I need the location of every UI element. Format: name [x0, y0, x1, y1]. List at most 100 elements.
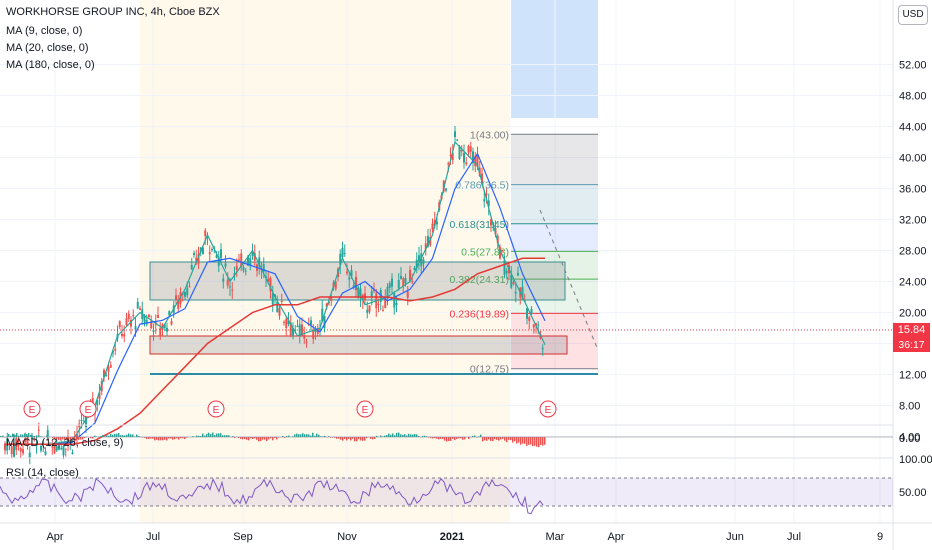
- macd-histogram-bar: [348, 437, 350, 439]
- macd-histogram-bar: [314, 435, 316, 437]
- price-axis[interactable]: 52.00 48.00 44.00 40.00 36.00 32.00 28.00 24.00…: [899, 60, 927, 444]
- candle-body: [204, 230, 207, 237]
- macd-histogram-bar: [342, 437, 344, 441]
- candle-body: [303, 334, 306, 339]
- candle-body: [80, 419, 83, 422]
- macd-histogram-bar: [16, 433, 18, 437]
- chart-title[interactable]: WORKHORSE GROUP INC, 4h, Cboe BZX: [6, 6, 220, 18]
- macd-histogram-bar: [298, 434, 300, 437]
- macd-histogram-bar: [500, 437, 502, 440]
- candle-body: [377, 303, 380, 306]
- legend-ma9[interactable]: MA (9, close, 0): [6, 25, 83, 37]
- fib-level-label: 1(43.00): [470, 129, 509, 141]
- candle-body: [334, 281, 337, 289]
- projection-dashed-line[interactable]: [539, 209, 599, 351]
- candle-body: [283, 321, 285, 323]
- earnings-marker-label: E: [545, 405, 552, 416]
- macd-histogram-bar: [258, 437, 260, 442]
- earnings-marker-icon[interactable]: [23, 400, 41, 418]
- candle-body: [44, 451, 47, 455]
- earnings-marker-icon[interactable]: [356, 400, 374, 418]
- earnings-marker-icon[interactable]: [207, 400, 225, 418]
- macd-histogram-bar: [412, 434, 414, 437]
- macd-histogram-bar: [484, 437, 486, 441]
- candle-body: [501, 249, 504, 251]
- macd-histogram-bar: [102, 435, 104, 437]
- macd-histogram-bar: [442, 437, 444, 440]
- candle-body: [238, 259, 240, 261]
- candle-body: [467, 145, 470, 153]
- macd-histogram-bar: [166, 437, 168, 441]
- candle-body: [330, 296, 333, 301]
- macd-histogram-bar: [222, 435, 224, 437]
- macd-histogram-bar: [78, 437, 80, 440]
- macd-histogram-bar: [228, 435, 230, 437]
- candle-body: [193, 252, 195, 255]
- currency-button[interactable]: USD: [898, 5, 928, 25]
- macd-histogram-bar: [456, 437, 458, 440]
- macd-label[interactable]: MACD (12, 26, close, 9): [6, 437, 124, 449]
- candle-body: [159, 327, 162, 337]
- candle-body: [433, 220, 436, 226]
- macd-histogram-bar: [286, 436, 288, 437]
- macd-histogram-bar: [242, 437, 244, 440]
- macd-histogram-bar: [202, 433, 204, 437]
- candle-body: [226, 279, 229, 286]
- candle-body: [510, 274, 513, 288]
- macd-histogram-bar: [450, 437, 452, 441]
- macd-histogram-bar: [36, 435, 38, 437]
- candle-body: [197, 254, 200, 264]
- macd-histogram-bar: [492, 437, 494, 442]
- macd-histogram-bar: [262, 437, 264, 440]
- earnings-marker-icon[interactable]: [79, 400, 97, 418]
- candle-body: [436, 221, 438, 225]
- candle-body: [321, 308, 324, 321]
- candle-body: [406, 291, 409, 298]
- time-axis[interactable]: Apr Jul Sep Nov 2021 Mar Apr Jun Jul 9: [46, 531, 883, 543]
- macd-histogram-bar: [112, 434, 114, 437]
- macd-histogram-bar: [460, 437, 462, 439]
- candle-body: [382, 310, 384, 312]
- macd-histogram-bar: [440, 437, 442, 439]
- rsi-label[interactable]: RSI (14, close): [6, 467, 79, 479]
- candle-body: [339, 253, 342, 265]
- macd-histogram-bar: [90, 437, 92, 439]
- candle-body: [148, 314, 150, 318]
- candle-body: [505, 270, 508, 274]
- candle-body: [217, 257, 220, 266]
- macd-histogram-bar: [216, 433, 218, 437]
- candle-body: [296, 326, 299, 328]
- candle-body: [341, 247, 344, 258]
- countdown-tag: 36:17: [893, 338, 930, 352]
- candle-body: [418, 255, 420, 262]
- macd-histogram-bar: [126, 434, 128, 437]
- legend-ma180[interactable]: MA (180, close, 0): [6, 59, 95, 71]
- candle-body: [42, 442, 45, 444]
- rsi-pane[interactable]: [0, 477, 544, 515]
- macd-histogram-bar: [522, 437, 524, 444]
- candle-body: [355, 276, 357, 291]
- macd-histogram-bar: [104, 436, 106, 437]
- legend-ma20[interactable]: MA (20, close, 0): [6, 42, 89, 54]
- candle-body: [541, 348, 544, 350]
- macd-histogram-bar: [54, 437, 56, 440]
- candle-body: [415, 259, 418, 269]
- fib-retracement[interactable]: 1(43.00) 0.786(36.5) 0.618(31.45) 0.5(27.88…: [449, 129, 598, 376]
- fib-band: [511, 251, 598, 280]
- macd-histogram-bar: [34, 436, 36, 437]
- candle-body: [352, 285, 355, 288]
- macd-histogram-bar: [444, 437, 446, 441]
- candle-body: [17, 444, 20, 447]
- macd-histogram-bar: [224, 435, 226, 437]
- candle-body: [346, 271, 348, 274]
- earnings-marker-icon[interactable]: [539, 400, 557, 418]
- zone-lower[interactable]: [149, 335, 568, 355]
- macd-histogram-bar: [272, 437, 274, 441]
- candle-body: [289, 322, 292, 337]
- macd-histogram-bar: [448, 437, 450, 442]
- macd-pane[interactable]: [0, 432, 893, 448]
- macd-histogram-bar: [82, 437, 84, 440]
- macd-histogram-bar: [340, 437, 342, 440]
